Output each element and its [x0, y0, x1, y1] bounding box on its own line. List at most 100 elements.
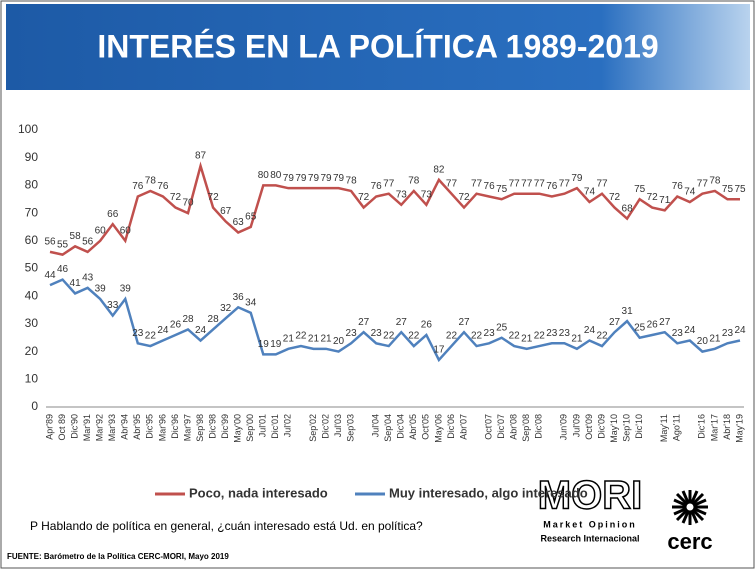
data-label: 79 [295, 173, 307, 184]
x-tick-label: Oct'05 [421, 414, 431, 440]
x-tick-label: Apr'89 [44, 414, 54, 440]
data-label: 73 [421, 189, 433, 200]
data-label: 72 [609, 192, 621, 203]
data-label: 44 [44, 270, 56, 281]
data-label: 21 [320, 333, 332, 344]
data-label: 77 [534, 178, 546, 189]
data-label: 67 [220, 206, 232, 217]
data-label: 21 [283, 333, 295, 344]
data-label: 68 [622, 203, 634, 214]
x-tick-label: Abr'08 [509, 414, 519, 440]
data-label: 22 [471, 331, 483, 342]
data-label: 24 [684, 325, 696, 336]
x-tick-label: Oct'09 [584, 414, 594, 440]
x-tick-label: Jul'03 [333, 414, 343, 437]
data-label: 23 [722, 328, 734, 339]
x-tick-label: Jul'02 [283, 414, 293, 437]
data-label: 23 [672, 328, 684, 339]
data-label: 22 [145, 331, 157, 342]
data-label: 76 [484, 181, 496, 192]
data-label: 77 [471, 178, 483, 189]
x-tick-label: Abr'18 [722, 414, 732, 440]
data-label: 79 [571, 173, 583, 184]
data-label: 80 [258, 170, 270, 181]
question: P Hablando de política en general, ¿cuán… [30, 519, 423, 533]
data-label: 76 [157, 181, 169, 192]
y-tick-label: 0 [31, 399, 38, 413]
data-label: 71 [659, 195, 671, 206]
data-label: 73 [396, 189, 408, 200]
data-label: 70 [182, 198, 194, 209]
data-label: 75 [722, 184, 734, 195]
x-tick-label: May'06 [433, 414, 443, 443]
x-tick-label: May'11 [659, 414, 669, 442]
data-label: 72 [170, 192, 182, 203]
x-tick-label: Mar'91 [82, 414, 92, 441]
data-label: 21 [571, 333, 583, 344]
x-tick-label: Mar'92 [95, 414, 105, 441]
data-label: 22 [295, 331, 307, 342]
x-tick-label: Mar'17 [709, 414, 719, 441]
x-tick-label: Mar'97 [182, 414, 192, 441]
data-label: 22 [383, 331, 395, 342]
x-tick-label: Abr'05 [408, 414, 418, 440]
data-label: 25 [634, 322, 646, 333]
data-label: 78 [346, 176, 358, 187]
data-label: 21 [521, 333, 533, 344]
slide: INTERÉS EN LA POLÍTICA 1989-2019 P Habla… [0, 0, 755, 569]
data-label: 24 [734, 325, 746, 336]
data-label: 23 [559, 328, 571, 339]
data-label: 80 [270, 170, 282, 181]
x-tick-label: Jul'09 [571, 414, 581, 437]
data-label: 20 [697, 336, 709, 347]
cerc-logo: cerc [667, 529, 712, 554]
x-tick-label: Abr'07 [458, 414, 468, 440]
data-label: 72 [647, 192, 659, 203]
data-label: 21 [308, 333, 320, 344]
x-tick-label: Dic'02 [320, 414, 330, 439]
data-label: 55 [57, 239, 69, 250]
data-label: 72 [358, 192, 370, 203]
data-label: 74 [584, 187, 596, 198]
data-label: 26 [647, 320, 659, 331]
y-tick-label: 90 [25, 150, 39, 164]
x-tick-label: Dic'07 [496, 414, 506, 439]
data-label: 27 [396, 317, 408, 328]
x-tick-label: Mar'96 [157, 414, 167, 441]
data-label: 17 [433, 345, 445, 356]
data-label: 60 [95, 225, 107, 236]
y-tick-label: 50 [25, 261, 39, 275]
x-tick-label: Sep'98 [195, 414, 205, 442]
data-label: 27 [659, 317, 671, 328]
x-tick-label: Jul'01 [258, 414, 268, 437]
data-label: 76 [672, 181, 684, 192]
y-tick-label: 100 [18, 122, 38, 136]
data-label: 77 [596, 178, 608, 189]
x-tick-label: Dic'10 [634, 414, 644, 439]
data-label: 28 [208, 314, 220, 325]
x-tick-label: Sep'02 [308, 414, 318, 442]
data-label: 77 [383, 178, 395, 189]
x-tick-label: Sep'08 [521, 414, 531, 442]
x-tick-label: Jul'04 [371, 414, 381, 437]
data-label: 39 [95, 284, 107, 295]
data-label: 32 [220, 303, 232, 314]
x-tick-label: Dic'01 [270, 414, 280, 439]
data-label: 56 [44, 237, 56, 248]
x-tick-label: Sep'00 [245, 414, 255, 442]
data-label: 22 [509, 331, 521, 342]
x-tick-label: Dic'98 [207, 414, 217, 439]
data-label: 77 [521, 178, 533, 189]
x-tick-label: Dic'04 [396, 414, 406, 439]
data-label: 78 [709, 176, 721, 187]
x-tick-label: Jun'09 [559, 414, 569, 440]
x-tick-label: May'10 [609, 414, 619, 443]
data-label: 72 [458, 192, 470, 203]
x-tick-label: May'19 [734, 414, 744, 443]
data-label: 22 [408, 331, 420, 342]
x-tick-label: Dic'99 [220, 414, 230, 439]
x-tick-label: Dic'96 [170, 414, 180, 439]
data-label: 77 [559, 178, 571, 189]
x-tick-label: Dic'09 [596, 414, 606, 439]
data-label: 65 [245, 212, 257, 223]
